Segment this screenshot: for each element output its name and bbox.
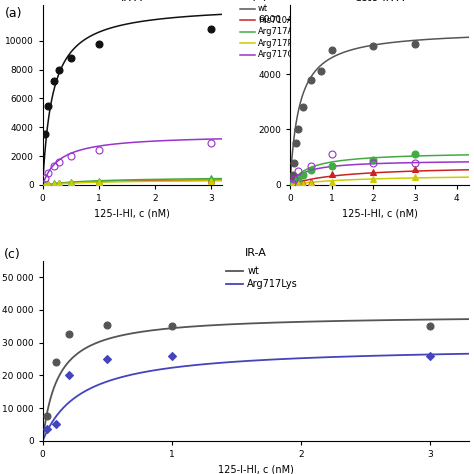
Text: (c): (c) <box>4 248 21 261</box>
Text: (a): (a) <box>5 7 22 20</box>
X-axis label: 125-I-HI, c (nM): 125-I-HI, c (nM) <box>94 209 170 219</box>
Title: IR-A: IR-A <box>245 248 267 258</box>
Title: IR-A: IR-A <box>121 0 143 2</box>
Text: (b): (b) <box>251 0 268 3</box>
Legend: wt, His710Ala, Arg717Ala, Arg717Phe, Arg717Gln: wt, His710Ala, Arg717Ala, Arg717Phe, Arg… <box>236 1 308 63</box>
X-axis label: 125-I-HI, c (nM): 125-I-HI, c (nM) <box>218 465 294 474</box>
X-axis label: 125-I-HI, c (nM): 125-I-HI, c (nM) <box>342 209 418 219</box>
Title: ecto-IR-A: ecto-IR-A <box>355 0 405 2</box>
Legend: wt, Arg717Lys: wt, Arg717Lys <box>222 263 302 293</box>
